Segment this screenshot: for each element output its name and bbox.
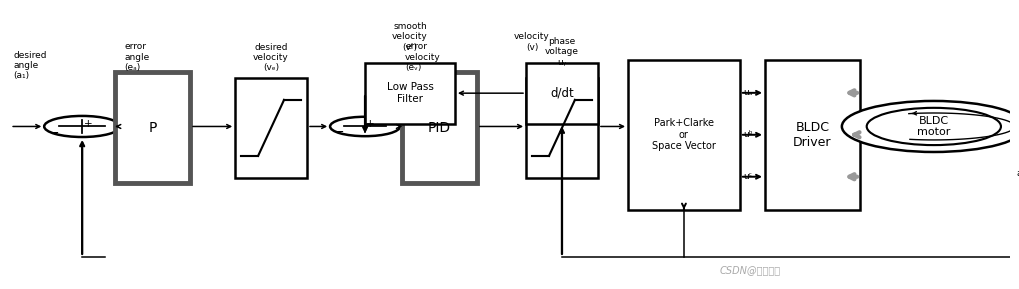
Text: smooth
velocity
(vᶠ): smooth velocity (vᶠ) <box>391 22 428 51</box>
Text: error
velocity
(eᵥ): error velocity (eᵥ) <box>405 42 440 72</box>
Text: −: − <box>48 127 59 140</box>
Bar <box>628 60 739 210</box>
Text: P: P <box>149 121 157 135</box>
Bar <box>401 72 477 183</box>
Text: desired
angle
(a₁): desired angle (a₁) <box>13 51 47 80</box>
Text: angle
(a): angle (a) <box>1015 169 1019 188</box>
Text: +: + <box>84 119 92 129</box>
Text: +: + <box>366 119 374 129</box>
Text: d/dt: d/dt <box>549 87 574 100</box>
Text: desired
velocity
(vₑ): desired velocity (vₑ) <box>253 42 288 72</box>
Bar <box>234 78 307 178</box>
Text: CSDN@知声辨器: CSDN@知声辨器 <box>719 265 781 275</box>
Bar <box>764 60 859 210</box>
Text: uᵇ: uᵇ <box>742 130 752 139</box>
Circle shape <box>330 117 399 136</box>
Bar <box>526 63 597 124</box>
Text: BLDC
motor: BLDC motor <box>916 116 950 137</box>
Bar <box>115 72 190 183</box>
Bar <box>365 63 454 124</box>
Text: error
angle
(eₐ): error angle (eₐ) <box>124 42 149 72</box>
Circle shape <box>866 108 1000 145</box>
Text: Park+Clarke
or
Space Vector: Park+Clarke or Space Vector <box>651 118 715 151</box>
Circle shape <box>841 101 1019 152</box>
Text: uᶜ: uᶜ <box>742 172 751 181</box>
Circle shape <box>44 116 120 137</box>
Text: −: − <box>333 126 343 139</box>
Text: phase
voltage
uᵧ: phase voltage uᵧ <box>544 37 579 67</box>
Text: velocity
(v): velocity (v) <box>514 32 549 51</box>
Text: PID: PID <box>428 121 450 135</box>
Bar <box>526 78 597 178</box>
Text: Low Pass
Filter: Low Pass Filter <box>386 82 433 104</box>
Text: BLDC
Driver: BLDC Driver <box>793 121 830 149</box>
Text: uₐ: uₐ <box>742 88 752 97</box>
